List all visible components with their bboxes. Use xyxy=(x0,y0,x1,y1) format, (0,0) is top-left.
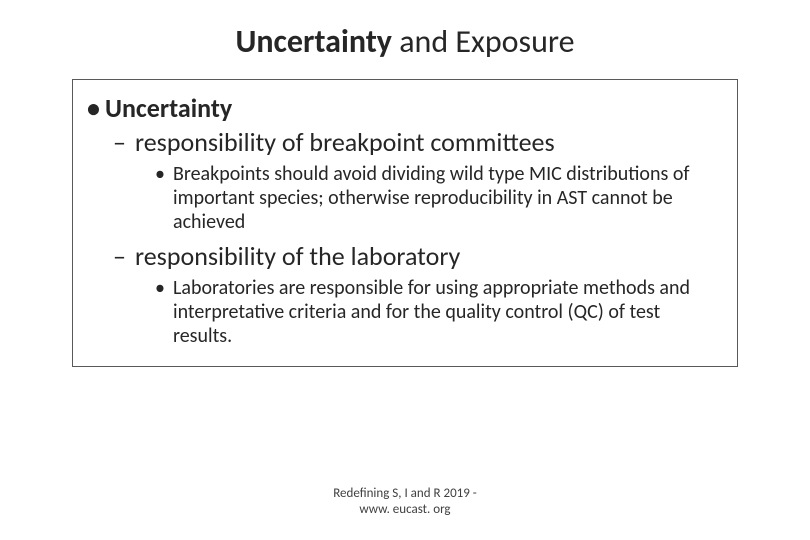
footer: Redefining S, I and R 2019 - www. eucast… xyxy=(0,486,810,519)
footer-line2: www. eucast. org xyxy=(0,502,810,518)
slide-container: Uncertainty and Exposure Uncertainty res… xyxy=(0,0,810,540)
title-bold: Uncertainty xyxy=(235,22,392,61)
bullet-l2-committees: responsibility of breakpoint committees xyxy=(135,126,729,158)
slide-title: Uncertainty and Exposure xyxy=(0,0,810,79)
bullet-l1-uncertainty: Uncertainty xyxy=(105,92,729,124)
bullet-l2-laboratory: responsibility of the laboratory xyxy=(135,240,729,272)
content-box: Uncertainty responsibility of breakpoint… xyxy=(72,79,738,367)
title-regular: and Exposure xyxy=(392,22,575,61)
bullet-l3-laboratories: Laboratories are responsible for using a… xyxy=(173,276,699,348)
footer-line1: Redefining S, I and R 2019 - xyxy=(0,486,810,502)
bullet-l3-breakpoints: Breakpoints should avoid dividing wild t… xyxy=(173,162,699,234)
